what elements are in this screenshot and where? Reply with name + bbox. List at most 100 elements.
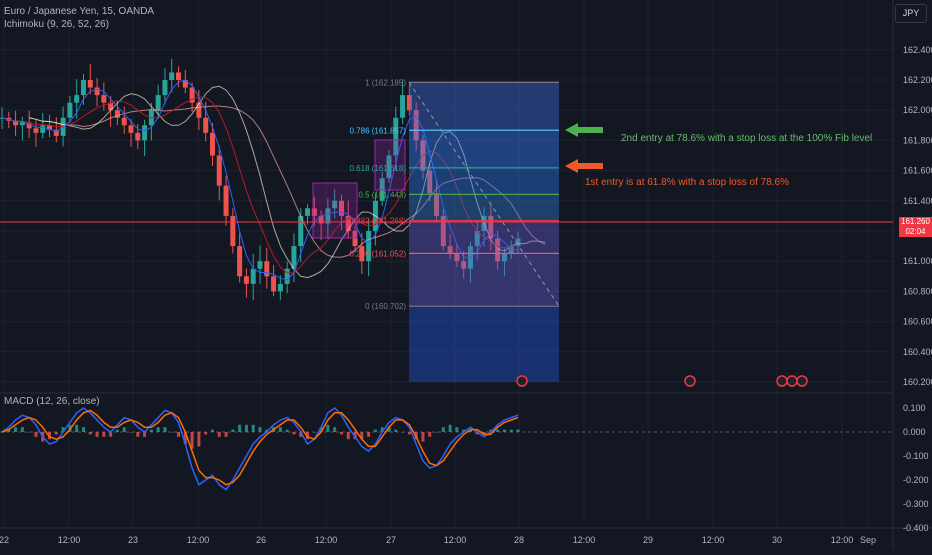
macd-histogram-bar (401, 432, 405, 433)
candle-body (291, 246, 297, 269)
time-axis-tick: 22 (0, 535, 9, 545)
macd-histogram-bar (231, 429, 235, 432)
macd-histogram-bar (435, 432, 439, 433)
macd-histogram-bar (448, 424, 452, 432)
candle-body (359, 246, 365, 262)
time-axis-tick: 27 (386, 535, 396, 545)
macd-histogram-bar (217, 432, 221, 437)
macd-histogram-bar (455, 427, 459, 432)
macd-histogram-bar (421, 432, 425, 442)
candle-body (271, 276, 277, 292)
price-axis-tick: 160.800 (903, 286, 932, 296)
candle-body (13, 120, 19, 126)
candle-body (142, 125, 148, 141)
candle-body (33, 128, 39, 133)
ichimoku-legend[interactable]: Ichimoku (9, 26, 52, 26) (4, 19, 110, 30)
macd-histogram-bar (190, 432, 194, 449)
time-axis-tick: 12:00 (315, 535, 338, 545)
current-price-value: 161.260 (901, 217, 930, 226)
candle-body (87, 80, 93, 88)
time-axis-tick: 23 (128, 535, 138, 545)
macd-histogram-bar (244, 424, 248, 432)
macd-histogram-bar (482, 432, 486, 435)
macd-signal-line (1, 409, 519, 486)
time-axis-tick: 29 (643, 535, 653, 545)
macd-histogram-bar (210, 429, 214, 432)
macd-histogram-bar (197, 432, 201, 447)
candle-body (386, 155, 392, 179)
macd-histogram-bar (149, 429, 153, 432)
macd-histogram-bar (367, 432, 371, 437)
symbol-legend[interactable]: Euro / Japanese Yen, 15, OANDA (4, 6, 155, 17)
candle-body (427, 170, 433, 194)
candle-body (155, 95, 161, 111)
macd-line (1, 407, 519, 491)
ichimoku-base-line (1, 96, 519, 274)
current-price-countdown: 02:04 (905, 227, 926, 236)
macd-histogram-bar (312, 432, 316, 433)
candle-body (169, 72, 175, 80)
fib-zone (409, 220, 559, 254)
order-block (374, 139, 406, 191)
macd-histogram-bar (122, 427, 126, 432)
fib-zone (409, 167, 559, 195)
candle-body (338, 200, 344, 216)
candle-body (243, 276, 249, 284)
price-axis-tick: 162.400 (903, 45, 932, 55)
time-axis-tick: 30 (772, 535, 782, 545)
time-axis-tick: 12:00 (702, 535, 725, 545)
candle-body (196, 102, 202, 118)
currency-button[interactable]: JPY (895, 4, 927, 23)
macd-histogram-bar (462, 429, 466, 432)
macd-histogram-bar (489, 429, 493, 432)
price-axis-tick: 162.200 (903, 75, 932, 85)
macd-histogram-bar (61, 427, 65, 432)
macd-histogram-bar (0, 432, 4, 433)
macd-histogram-bar (258, 427, 262, 432)
candle-body (345, 215, 351, 231)
macd-legend[interactable]: MACD (12, 26, close) (4, 396, 100, 407)
candle-body (182, 80, 188, 88)
candle-body (284, 268, 290, 284)
candle-body (447, 246, 453, 254)
price-axis-tick: 160.400 (903, 347, 932, 357)
candle-body (325, 208, 331, 224)
macd-histogram-bar (346, 432, 350, 440)
fib-background (409, 82, 559, 382)
time-axis-tick: Sep (860, 535, 876, 545)
macd-histogram-bar (265, 429, 269, 432)
candle-body (488, 215, 494, 239)
ichimoku-span-a (29, 85, 546, 279)
event-marker-icon (516, 375, 528, 387)
macd-axis-tick: 0.100 (903, 403, 926, 413)
event-marker-icon (786, 375, 798, 387)
macd-histogram-bar (373, 429, 377, 432)
current-price-tag: 161.260 02:04 (899, 217, 932, 237)
macd-histogram-bar (183, 432, 187, 444)
ichimoku-conversion-line (1, 79, 518, 281)
macd-histogram-bar (468, 429, 472, 432)
candle-body (114, 110, 120, 118)
green-annotation: 2nd entry at 78.6% with a stop loss at t… (621, 133, 872, 144)
candle-body (413, 110, 419, 141)
candle-body (176, 72, 182, 80)
macd-histogram-bar (509, 429, 513, 432)
candle-body (80, 80, 86, 96)
macd-histogram-bar (27, 432, 31, 433)
candle-body (216, 155, 222, 186)
candle-body (474, 231, 480, 247)
orange-arrow-icon (565, 159, 603, 173)
macd-histogram-bar (380, 427, 384, 432)
candle-body (305, 208, 311, 216)
time-axis-tick: 12:00 (187, 535, 210, 545)
candle-body (501, 253, 507, 262)
macd-histogram-bar (387, 427, 391, 432)
macd-histogram-bar (14, 427, 18, 432)
fib-zone (409, 130, 559, 168)
macd-axis-tick: -0.100 (903, 451, 929, 461)
candle-body (332, 200, 338, 209)
macd-histogram-bar (115, 429, 119, 432)
candle-body (250, 268, 256, 284)
